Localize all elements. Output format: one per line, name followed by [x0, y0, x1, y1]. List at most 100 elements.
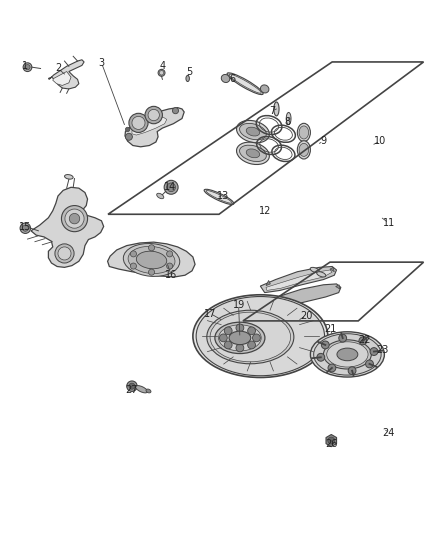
Ellipse shape [206, 191, 232, 203]
Circle shape [25, 64, 30, 70]
Circle shape [236, 324, 244, 332]
Circle shape [65, 209, 84, 228]
Polygon shape [132, 117, 167, 135]
Ellipse shape [299, 143, 309, 156]
Text: 3: 3 [99, 58, 105, 68]
Text: 9: 9 [320, 136, 326, 146]
Polygon shape [266, 280, 270, 286]
Ellipse shape [240, 124, 266, 140]
Ellipse shape [246, 149, 260, 158]
Circle shape [166, 263, 173, 269]
Circle shape [166, 251, 173, 257]
Circle shape [125, 133, 132, 140]
Ellipse shape [317, 272, 326, 277]
Polygon shape [260, 266, 336, 293]
Text: 8: 8 [285, 117, 291, 127]
Text: 13: 13 [217, 191, 230, 201]
Ellipse shape [297, 141, 311, 159]
Circle shape [321, 341, 329, 349]
Circle shape [131, 263, 137, 269]
Circle shape [23, 63, 32, 71]
Ellipse shape [261, 85, 269, 93]
Text: 19: 19 [233, 300, 245, 310]
Text: 16: 16 [165, 270, 177, 280]
Ellipse shape [210, 312, 290, 362]
Circle shape [247, 327, 255, 335]
Ellipse shape [237, 120, 269, 143]
Circle shape [224, 327, 232, 335]
Ellipse shape [311, 332, 385, 377]
Text: 17: 17 [204, 309, 216, 319]
Text: 6: 6 [229, 75, 235, 84]
Text: 22: 22 [359, 335, 371, 345]
Polygon shape [330, 268, 334, 272]
Circle shape [148, 269, 155, 275]
Circle shape [148, 245, 155, 251]
Ellipse shape [229, 331, 251, 345]
Text: 26: 26 [325, 439, 337, 449]
Ellipse shape [124, 244, 180, 277]
Ellipse shape [135, 385, 148, 393]
Circle shape [219, 334, 227, 342]
Text: 4: 4 [159, 61, 166, 71]
Circle shape [55, 244, 74, 263]
Circle shape [366, 360, 374, 368]
Circle shape [22, 225, 28, 231]
Text: 11: 11 [383, 218, 395, 228]
Text: 1: 1 [22, 61, 28, 71]
Circle shape [167, 183, 176, 192]
Polygon shape [326, 434, 336, 447]
Ellipse shape [215, 322, 265, 353]
Polygon shape [48, 60, 84, 89]
Ellipse shape [204, 189, 234, 205]
Text: 15: 15 [19, 222, 32, 232]
Ellipse shape [310, 268, 319, 272]
Circle shape [359, 337, 367, 345]
Text: 2: 2 [55, 63, 61, 74]
Ellipse shape [136, 251, 167, 269]
Text: 20: 20 [300, 311, 312, 321]
Text: 7: 7 [269, 106, 275, 116]
Circle shape [148, 109, 159, 120]
Circle shape [145, 107, 162, 124]
Circle shape [370, 348, 378, 356]
Ellipse shape [196, 296, 325, 376]
Circle shape [224, 341, 232, 349]
Circle shape [125, 127, 130, 132]
Ellipse shape [193, 295, 328, 377]
Ellipse shape [274, 102, 279, 116]
Circle shape [20, 223, 31, 233]
Circle shape [129, 114, 148, 133]
Polygon shape [53, 71, 71, 85]
Circle shape [164, 180, 178, 194]
Circle shape [127, 381, 137, 391]
Circle shape [317, 353, 325, 361]
Text: 27: 27 [125, 385, 138, 394]
Ellipse shape [246, 127, 260, 136]
Circle shape [58, 247, 71, 260]
Circle shape [158, 69, 165, 76]
Circle shape [159, 71, 164, 75]
Circle shape [69, 213, 80, 224]
Ellipse shape [219, 325, 261, 351]
Ellipse shape [157, 193, 164, 199]
Text: 21: 21 [324, 324, 336, 334]
Text: 14: 14 [164, 182, 177, 192]
Circle shape [173, 108, 179, 114]
Polygon shape [268, 303, 272, 309]
Circle shape [247, 341, 255, 349]
Ellipse shape [240, 145, 266, 161]
Ellipse shape [327, 342, 368, 367]
Circle shape [253, 334, 260, 342]
Ellipse shape [286, 112, 291, 125]
Circle shape [339, 334, 346, 342]
Circle shape [236, 344, 244, 352]
Polygon shape [262, 284, 341, 310]
Ellipse shape [146, 389, 151, 393]
Ellipse shape [297, 123, 311, 142]
Text: 23: 23 [376, 345, 389, 356]
Ellipse shape [221, 75, 230, 83]
Ellipse shape [323, 340, 371, 369]
Text: 12: 12 [258, 206, 271, 216]
Polygon shape [266, 270, 332, 290]
